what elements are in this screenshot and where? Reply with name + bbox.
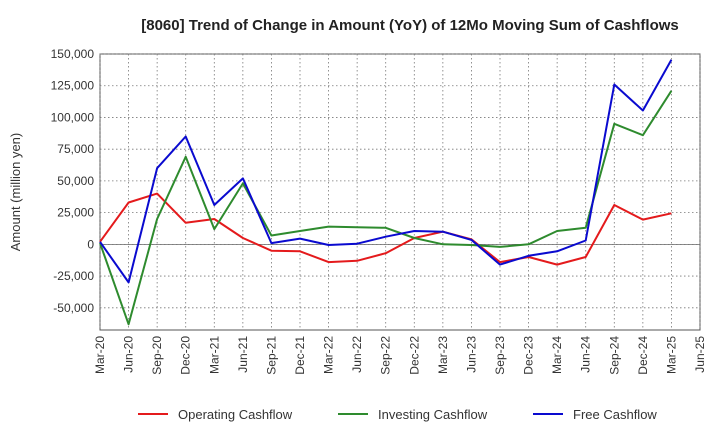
x-tick-label: Mar-22 <box>322 336 336 374</box>
series-lines <box>99 59 673 326</box>
operating-cashflow-line <box>99 192 672 266</box>
x-tick-label: Mar-20 <box>93 336 107 374</box>
y-tick-label: 100,000 <box>51 110 95 124</box>
x-tick-label: Jun-25 <box>693 336 707 373</box>
y-tick-label: 25,000 <box>57 206 94 220</box>
chart-title: [8060] Trend of Change in Amount (YoY) o… <box>141 17 679 34</box>
x-tick-label: Jun-24 <box>579 336 593 373</box>
y-tick-label: 0 <box>87 237 94 251</box>
x-tick-label: Dec-22 <box>407 336 421 375</box>
x-tick-label: Jun-20 <box>122 336 136 373</box>
x-tick-label: Sep-22 <box>379 336 393 375</box>
x-tick-label: Jun-23 <box>464 336 478 373</box>
x-tick-label: Mar-23 <box>436 336 450 374</box>
x-tick-label: Sep-24 <box>607 336 621 375</box>
y-tick-label: 75,000 <box>57 142 94 156</box>
plot-frame <box>99 53 701 331</box>
y-tick-label: 125,000 <box>51 79 95 93</box>
x-tick-label: Mar-24 <box>550 336 564 374</box>
investing-cashflow-line <box>99 90 673 326</box>
x-tick-label: Jun-21 <box>236 336 250 373</box>
y-axis-label: Amount (million yen) <box>8 133 23 252</box>
x-tick-label: Dec-21 <box>293 336 307 375</box>
x-tick-label: Mar-21 <box>207 336 221 374</box>
y-tick-label: -25,000 <box>53 269 94 283</box>
axes: 150,000 125,000 100,000 75,000 50,000 25,000 0… <box>51 47 707 375</box>
x-tick-label: Dec-20 <box>179 336 193 375</box>
free-cashflow-legend-label: Free Cashflow <box>573 407 657 422</box>
x-tick-label: Sep-20 <box>150 336 164 375</box>
x-tick-label: Sep-23 <box>493 336 507 375</box>
x-tick-label: Sep-21 <box>264 336 278 375</box>
y-tick-label: 150,000 <box>51 47 95 61</box>
y-tick-label: 50,000 <box>57 174 94 188</box>
x-tick-label: Dec-24 <box>636 336 650 375</box>
x-tick-label: Jun-22 <box>350 336 364 373</box>
x-tick-label: Dec-23 <box>522 336 536 375</box>
operating-cashflow-legend-label: Operating Cashflow <box>178 407 293 422</box>
y-tick-label: -50,000 <box>53 301 94 315</box>
grid <box>99 53 701 331</box>
legend: Operating Cashflow Investing Cashflow Free… <box>138 407 657 422</box>
free-cashflow-line <box>99 59 673 284</box>
x-tick-label: Mar-25 <box>664 336 678 374</box>
investing-cashflow-legend-label: Investing Cashflow <box>378 407 488 422</box>
